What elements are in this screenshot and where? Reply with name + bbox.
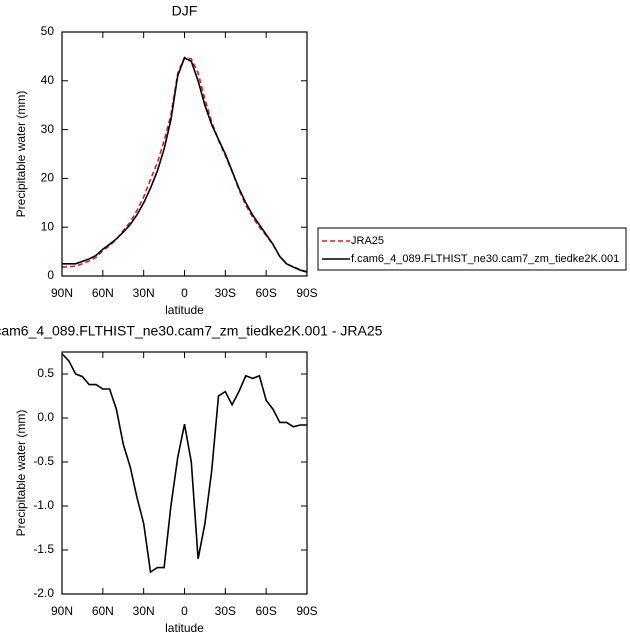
plot-frame [61, 31, 308, 277]
y-tick-label: 0.0 [37, 410, 54, 424]
y-tick-label: 40 [41, 73, 55, 87]
x-tick-label: 60N [92, 604, 114, 618]
x-tick-label: 60S [255, 604, 276, 618]
y-tick-label: 30 [41, 122, 55, 136]
y-tick-label: 0.5 [37, 366, 54, 380]
y-tick-label: 20 [41, 171, 55, 185]
x-tick-label: 30S [215, 286, 236, 300]
legend-label: JRA25 [351, 235, 384, 247]
data-line [61, 353, 307, 574]
plot-frame [61, 351, 308, 595]
y-tick-label: 10 [41, 219, 55, 233]
data-line [62, 56, 308, 273]
x-tick-label: 0 [181, 604, 188, 618]
y-tick-label: -1.5 [33, 542, 54, 556]
x-tick-label: 90N [51, 286, 73, 300]
chart-title: DJF [172, 3, 198, 19]
legend-box [317, 227, 627, 271]
x-tick-label: 30N [133, 286, 155, 300]
y-tick-label: -1.0 [33, 498, 54, 512]
x-tick-label: 60N [92, 286, 114, 300]
x-axis-label: latitude [165, 621, 204, 635]
x-tick-label: 90N [51, 604, 73, 618]
x-axis-label: latitude [165, 303, 204, 317]
y-axis-label: Precipitable water (mm) [14, 91, 28, 218]
y-tick-label: -0.5 [33, 454, 54, 468]
x-tick-label: 30N [133, 604, 155, 618]
x-tick-label: 90S [296, 286, 317, 300]
x-tick-label: 0 [181, 286, 188, 300]
x-tick-label: 30S [215, 604, 236, 618]
legend-label: f.cam6_4_089.FLTHIST_ne30.cam7_zm_tiedke… [351, 253, 619, 265]
y-tick-label: 0 [47, 268, 54, 282]
x-tick-label: 90S [296, 604, 317, 618]
x-tick-label: 60S [255, 286, 276, 300]
chart-title: f.cam6_4_089.FLTHIST_ne30.cam7_zm_tiedke… [0, 323, 383, 339]
y-axis-label: Precipitable water (mm) [14, 410, 28, 537]
y-tick-label: -2.0 [33, 586, 54, 600]
y-tick-label: 50 [41, 24, 55, 38]
